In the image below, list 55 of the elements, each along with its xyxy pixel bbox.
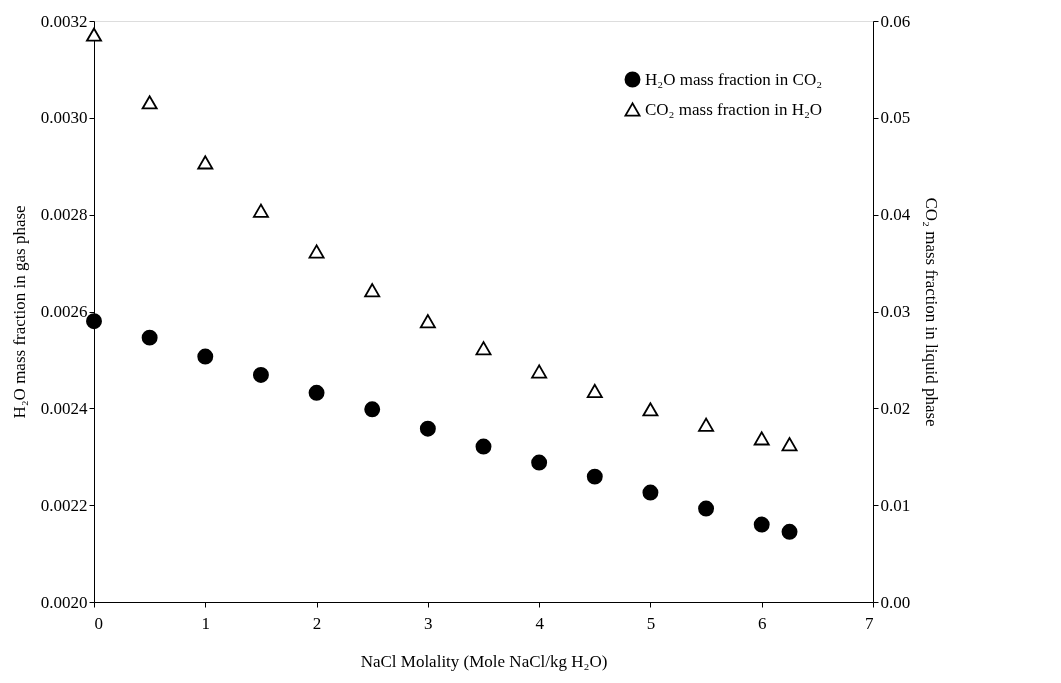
x-tick-label: 2 bbox=[312, 613, 322, 633]
point bbox=[698, 500, 715, 517]
point bbox=[475, 438, 492, 455]
x-axis-title: NaCl Molality (Mole NaCl/kg H₂O) bbox=[360, 651, 608, 671]
y2-tick-label: 0.04 bbox=[880, 205, 911, 225]
legend-label: H₂O mass fraction in CO₂ bbox=[645, 69, 823, 89]
point bbox=[419, 314, 436, 329]
point bbox=[364, 401, 381, 418]
y-axis-title: H₂O mass fraction in gas phase bbox=[9, 205, 29, 419]
point bbox=[475, 341, 492, 356]
point bbox=[586, 383, 603, 398]
x-tick-label: 7 bbox=[865, 613, 874, 633]
point bbox=[781, 523, 798, 540]
point bbox=[141, 329, 158, 346]
point bbox=[531, 454, 548, 471]
point bbox=[252, 203, 269, 218]
y2-tick-label: 0.00 bbox=[880, 592, 911, 612]
point bbox=[531, 364, 548, 379]
y2-axis-title: CO₂ mass fraction in liquid phase bbox=[922, 197, 942, 427]
point bbox=[642, 402, 659, 417]
y2-tick-label: 0.03 bbox=[880, 302, 911, 321]
y2-tick-label: 0.05 bbox=[880, 108, 911, 128]
point bbox=[753, 431, 770, 446]
point bbox=[753, 516, 770, 533]
point bbox=[197, 155, 214, 170]
legend-label: CO₂ mass fraction in H₂O bbox=[645, 99, 823, 119]
x-tick-label: 4 bbox=[535, 613, 545, 633]
point bbox=[364, 283, 381, 298]
point bbox=[86, 27, 102, 42]
y-tick-label: 0.0032 bbox=[40, 11, 88, 31]
point bbox=[781, 437, 798, 452]
x-tick-label: 1 bbox=[201, 613, 211, 633]
point bbox=[252, 366, 269, 383]
point bbox=[197, 348, 214, 365]
y2-tick-label: 0.01 bbox=[880, 495, 911, 515]
point bbox=[308, 244, 325, 259]
point bbox=[586, 468, 603, 485]
y-tick-label: 0.0022 bbox=[40, 495, 88, 515]
x-tick-label: 0 bbox=[94, 613, 103, 633]
y2-tick-label: 0.02 bbox=[880, 398, 911, 418]
point bbox=[86, 313, 102, 330]
y2-tick-label: 0.06 bbox=[880, 11, 911, 31]
point bbox=[308, 384, 325, 401]
y-tick-label: 0.0024 bbox=[40, 398, 88, 418]
y-tick-label: 0.0028 bbox=[40, 205, 88, 225]
point bbox=[698, 417, 715, 432]
x-tick-label: 3 bbox=[424, 613, 433, 633]
point bbox=[642, 484, 659, 501]
y-tick-label: 0.0030 bbox=[40, 108, 88, 128]
y-tick-label: 0.0020 bbox=[40, 592, 88, 612]
point bbox=[419, 420, 436, 437]
point bbox=[141, 95, 158, 110]
x-tick-label: 5 bbox=[646, 613, 656, 633]
x-tick-label: 6 bbox=[757, 613, 767, 633]
y-tick-label: 0.0026 bbox=[40, 302, 88, 321]
